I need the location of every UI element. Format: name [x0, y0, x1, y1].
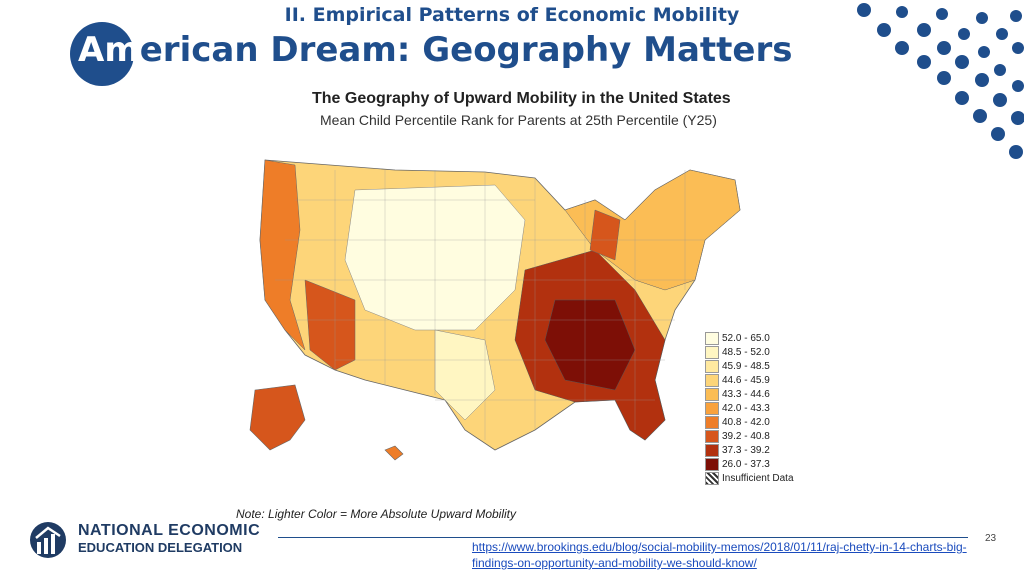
- legend-swatch: [705, 387, 719, 401]
- map-legend: 52.0 - 65.0 48.5 - 52.0 45.9 - 48.5 44.6…: [705, 331, 794, 485]
- legend-item: Insufficient Data: [705, 471, 794, 485]
- decorative-dots: [857, 3, 1024, 159]
- figure-note: Note: Lighter Color = More Absolute Upwa…: [236, 507, 517, 521]
- legend-item: 44.6 - 45.9: [705, 373, 794, 387]
- source-link[interactable]: https://www.brookings.edu/blog/social-mo…: [472, 540, 967, 570]
- organization-logo: NATIONAL ECONOMIC EDUCATION DELEGATION: [28, 520, 268, 560]
- figure-subtitle: Mean Child Percentile Rank for Parents a…: [320, 112, 717, 128]
- legend-label: 42.0 - 43.3: [722, 402, 770, 414]
- legend-swatch: [705, 443, 719, 457]
- footer-divider: [278, 537, 968, 538]
- legend-swatch: [705, 373, 719, 387]
- legend-swatch: [705, 429, 719, 443]
- legend-item: 43.3 - 44.6: [705, 387, 794, 401]
- section-title: II. Empirical Patterns of Economic Mobil…: [284, 4, 740, 26]
- legend-item: 52.0 - 65.0: [705, 331, 794, 345]
- legend-label: 40.8 - 42.0: [722, 416, 770, 428]
- logo-mark-icon: [30, 522, 66, 558]
- legend-label: 52.0 - 65.0: [722, 332, 770, 344]
- legend-item: 37.3 - 39.2: [705, 443, 794, 457]
- title-accent-circle: [70, 22, 134, 86]
- legend-item: 48.5 - 52.0: [705, 345, 794, 359]
- legend-label: Insufficient Data: [722, 472, 794, 484]
- legend-item: 40.8 - 42.0: [705, 415, 794, 429]
- legend-label: 48.5 - 52.0: [722, 346, 770, 358]
- slide-title-rest: erican Dream: Geography Matters: [139, 30, 793, 70]
- legend-swatch: [705, 331, 719, 345]
- legend-swatch: [705, 345, 719, 359]
- legend-swatch: [705, 415, 719, 429]
- legend-label: 37.3 - 39.2: [722, 444, 770, 456]
- page-number: 23: [985, 533, 997, 544]
- legend-item: 42.0 - 43.3: [705, 401, 794, 415]
- legend-label: 44.6 - 45.9: [722, 374, 770, 386]
- figure-title: The Geography of Upward Mobility in the …: [312, 90, 731, 107]
- legend-label: 43.3 - 44.6: [722, 388, 770, 400]
- legend-swatch-insufficient: [705, 471, 719, 485]
- legend-item: 39.2 - 40.8: [705, 429, 794, 443]
- legend-label: 39.2 - 40.8: [722, 430, 770, 442]
- legend-item: 26.0 - 37.3: [705, 457, 794, 471]
- legend-swatch: [705, 359, 719, 373]
- legend-swatch: [705, 457, 719, 471]
- legend-item: 45.9 - 48.5: [705, 359, 794, 373]
- legend-label: 45.9 - 48.5: [722, 360, 770, 372]
- us-mobility-map: [249, 159, 741, 461]
- logo-text-line2: EDUCATION DELEGATION: [78, 540, 243, 555]
- legend-label: 26.0 - 37.3: [722, 458, 770, 470]
- slide-title: American Dream: Geography Matters: [78, 30, 793, 70]
- logo-text-line1: NATIONAL ECONOMIC: [78, 522, 261, 539]
- slide-title-lead: Am: [78, 30, 140, 70]
- legend-swatch: [705, 401, 719, 415]
